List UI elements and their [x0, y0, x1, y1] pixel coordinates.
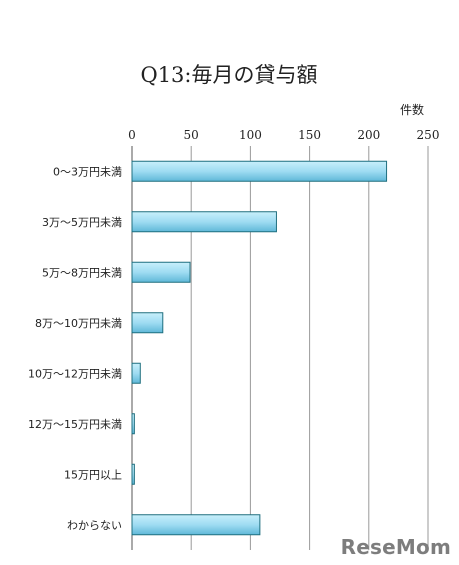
category-labels: 0〜3万円未満 3万〜5万円未満 5万〜8万円未満 8万〜10万円未満 10万〜12万円…: [28, 165, 122, 532]
x-tick-label: 200: [357, 128, 380, 142]
category-label: 8万〜10万円未満: [35, 317, 122, 330]
bar-6: [131, 463, 135, 485]
category-label: わからない: [67, 519, 122, 532]
bar-3: [131, 312, 164, 334]
category-label: 0〜3万円未満: [53, 165, 122, 178]
bar-4: [131, 362, 141, 384]
x-tick-label: 50: [184, 128, 199, 142]
x-tick-labels: 0 50 100 150 200 250: [128, 128, 439, 142]
bar-0: [131, 160, 388, 182]
chart-title: Q13:毎月の貸与額: [140, 63, 317, 87]
resemom-watermark-logo: ReseMom: [340, 535, 451, 559]
bar-7: [131, 514, 261, 536]
category-label: 3万〜5万円未満: [42, 216, 122, 229]
x-tick-label: 250: [417, 128, 440, 142]
x-tick-label: 100: [239, 128, 262, 142]
category-label: 15万円以上: [64, 468, 122, 481]
category-label: 12万〜15万円未満: [28, 418, 122, 431]
x-tick-label: 0: [128, 128, 136, 142]
x-axis-unit-label: 件数: [400, 102, 424, 117]
category-label: 10万〜12万円未満: [28, 367, 122, 380]
gridlines: [131, 146, 429, 550]
bar-1: [131, 211, 277, 233]
bar-5: [131, 413, 135, 435]
x-tick-label: 150: [298, 128, 321, 142]
category-label: 5万〜8万円未満: [42, 266, 122, 279]
bar-2: [131, 261, 191, 283]
bars: [131, 160, 388, 536]
